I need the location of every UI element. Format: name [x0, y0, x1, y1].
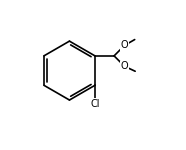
Text: O: O	[121, 61, 128, 71]
Text: Cl: Cl	[90, 99, 100, 109]
Text: O: O	[121, 40, 128, 50]
